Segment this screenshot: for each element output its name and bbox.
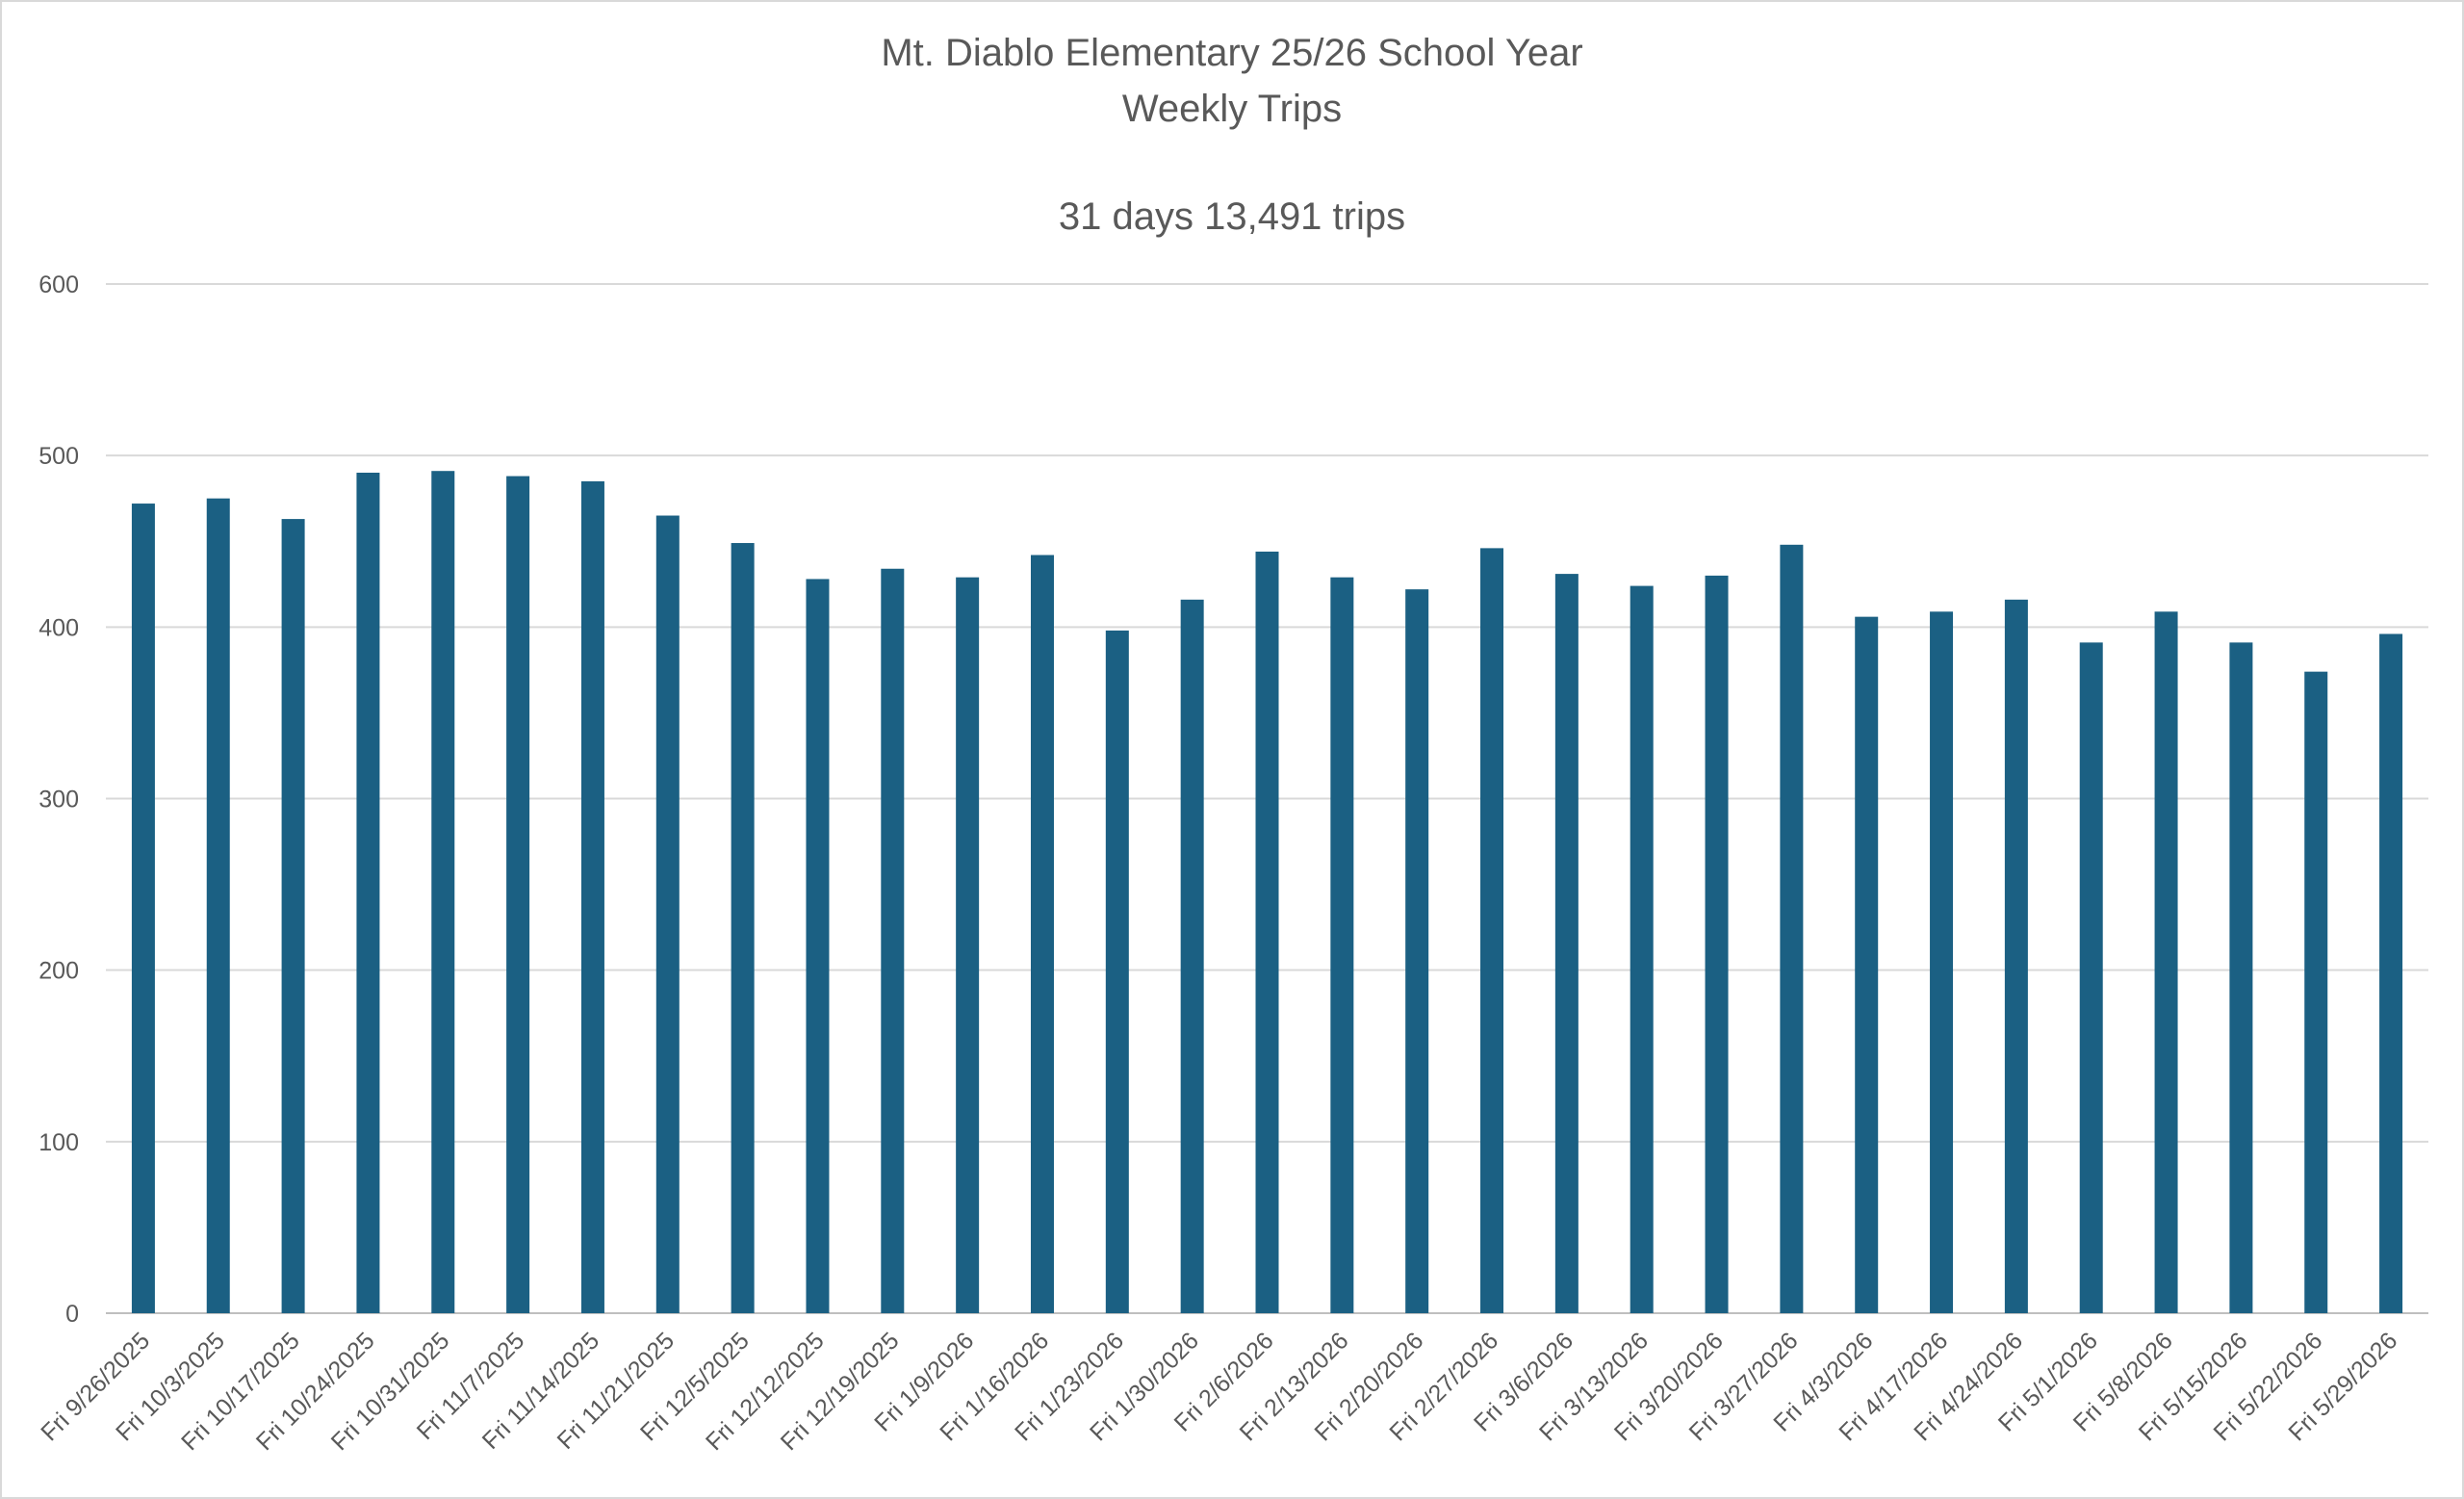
- bar: [1554, 574, 1578, 1313]
- bar: [1255, 551, 1279, 1313]
- bar: [2154, 611, 2178, 1313]
- bar: [1705, 575, 1729, 1313]
- bar: [356, 472, 380, 1313]
- chart-subtitle: Weekly Trips: [1121, 88, 1343, 130]
- chart-title: Mt. Diablo Elementary 25/26 School Year: [881, 32, 1583, 74]
- y-tick-label: 300: [38, 787, 79, 814]
- bar: [1630, 585, 1654, 1313]
- bar: [1330, 577, 1354, 1313]
- bar: [1855, 616, 1879, 1313]
- y-tick-label: 100: [38, 1129, 79, 1156]
- bar: [580, 480, 604, 1313]
- bar: [1030, 555, 1054, 1313]
- bar: [206, 498, 230, 1313]
- bar: [131, 504, 155, 1313]
- y-tick-label: 0: [65, 1301, 79, 1328]
- bar: [655, 515, 680, 1313]
- bar: [2379, 633, 2403, 1313]
- bar: [2229, 642, 2253, 1313]
- bar: [1780, 544, 1804, 1313]
- bar: [1405, 589, 1429, 1313]
- bar: [806, 579, 830, 1313]
- bar: [731, 543, 755, 1313]
- bar: [431, 471, 455, 1313]
- bar: [506, 476, 530, 1314]
- y-tick-label: 600: [38, 271, 79, 298]
- chart-summary: 31 days 13,491 trips: [1058, 195, 1406, 238]
- bar: [2004, 599, 2028, 1313]
- y-tick-label: 500: [38, 443, 79, 470]
- bar: [2079, 642, 2103, 1313]
- bar: [1930, 611, 1954, 1313]
- bar: [1480, 548, 1504, 1313]
- bars: [131, 471, 2403, 1314]
- y-tick-label: 200: [38, 958, 79, 985]
- y-tick-label: 400: [38, 614, 79, 641]
- bar: [2304, 671, 2328, 1313]
- bar: [281, 519, 305, 1313]
- bar: [1180, 599, 1204, 1313]
- bar: [956, 577, 980, 1313]
- bar: [881, 568, 905, 1313]
- bar: [1105, 630, 1129, 1313]
- y-axis-ticks: 0 100 200 300 400 500 600: [38, 271, 79, 1328]
